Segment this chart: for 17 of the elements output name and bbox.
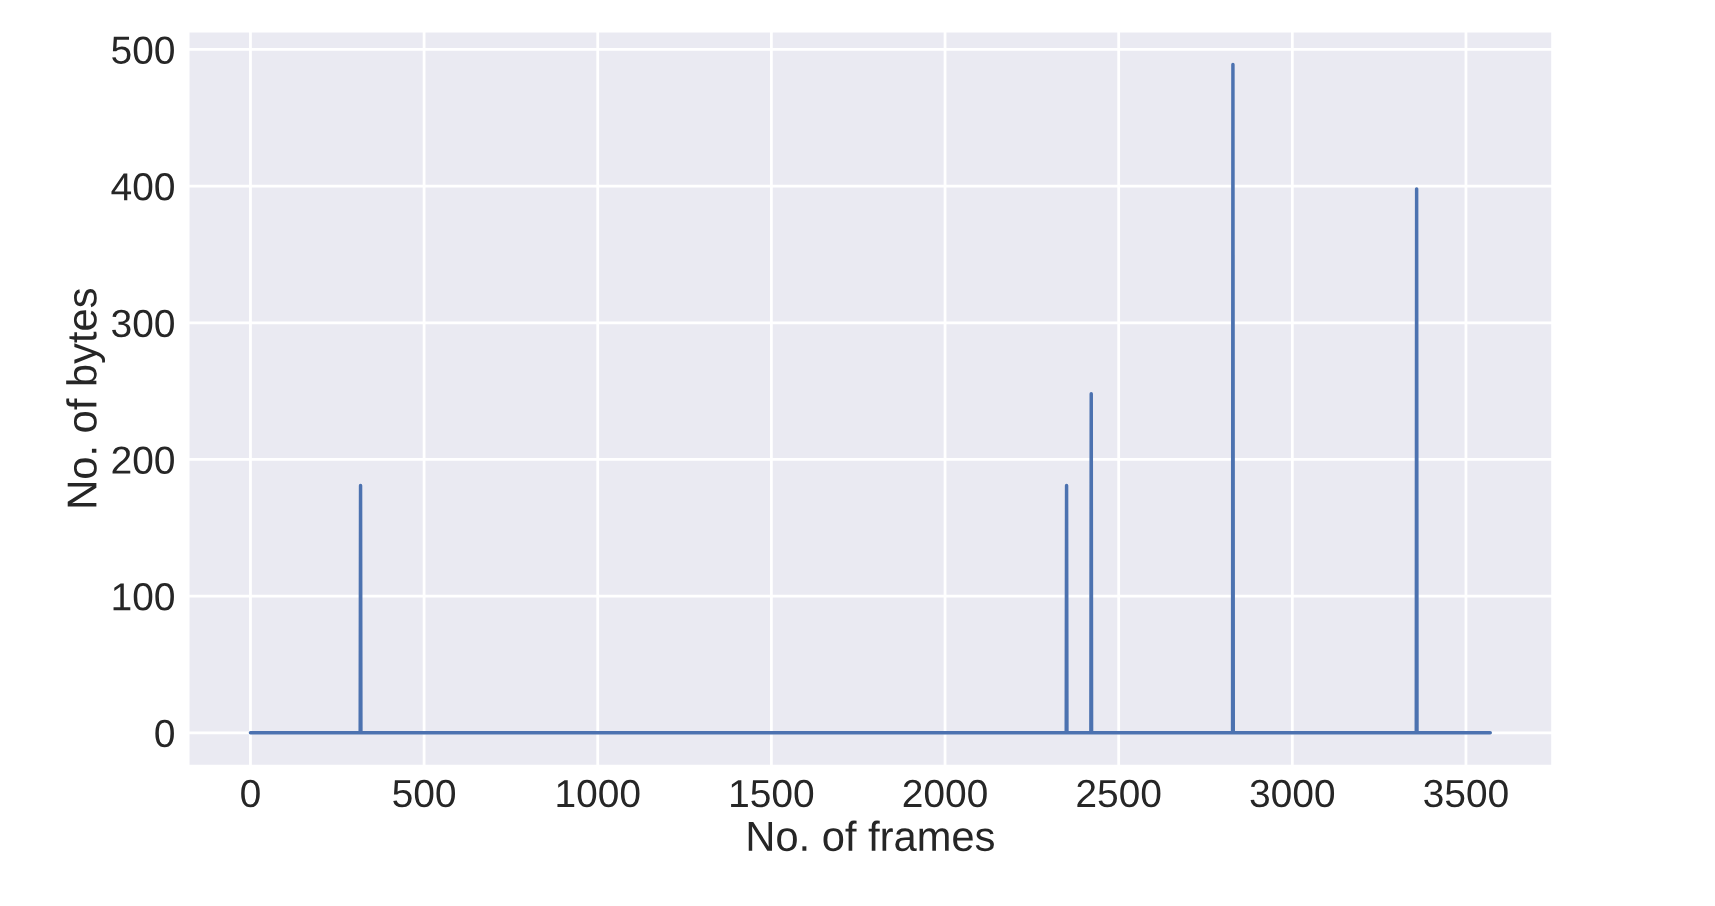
x-tick-label: 2000: [903, 779, 987, 808]
x-tick-label: 0: [241, 779, 260, 808]
y-tick-label: 300: [112, 309, 174, 338]
x-tick-label: 3000: [1250, 779, 1335, 808]
y-axis-title: No. of bytes: [66, 288, 106, 507]
line-series: [248, 62, 1492, 735]
x-axis-title: No. of frames: [748, 820, 994, 852]
x-tick-label: 2500: [1077, 779, 1161, 808]
x-tick-label: 500: [393, 779, 456, 808]
x-tick-label: 1500: [731, 779, 814, 808]
y-tick-label: 400: [111, 173, 174, 201]
y-tick-label: 500: [112, 36, 174, 64]
y-tick-label: 200: [112, 446, 174, 474]
x-tick-label: 3500: [1424, 779, 1508, 808]
y-tick-label: 100: [113, 583, 174, 611]
x-tick-label: 1000: [557, 779, 640, 808]
y-tick-label: 0: [155, 719, 174, 748]
